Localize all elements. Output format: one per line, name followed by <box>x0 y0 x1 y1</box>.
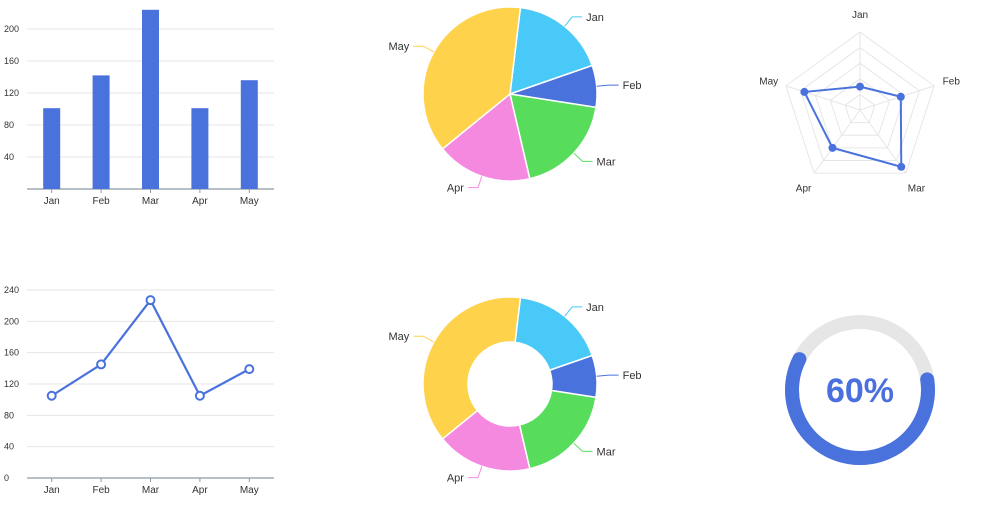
line-chart: 0 40 80 120 160 200 240 Jan Feb Mar Apr May <box>4 285 274 496</box>
y-tick-label: 240 <box>4 0 19 2</box>
slice <box>518 389 597 470</box>
leader-line <box>564 306 583 317</box>
gauge-fill <box>785 352 935 465</box>
x-tick-label: Jan <box>44 196 60 207</box>
x-tick-label: May <box>240 485 259 496</box>
y-tick-label: 160 <box>4 348 19 358</box>
radar-point <box>828 143 837 152</box>
leader-line <box>573 442 593 452</box>
bar <box>240 80 258 189</box>
x-tick-label: Feb <box>92 196 110 207</box>
x-tick-label: Mar <box>142 196 160 207</box>
bar <box>43 108 61 189</box>
data-point <box>145 295 156 306</box>
x-tick-label: May <box>240 196 259 207</box>
data-point <box>96 359 107 370</box>
y-tick-label: 160 <box>4 56 19 66</box>
slice-label: Feb <box>623 80 642 92</box>
slice-label: Mar <box>597 446 616 458</box>
y-tick-label: 80 <box>4 120 14 130</box>
radar-axis-label: Apr <box>796 184 812 195</box>
leader-line <box>596 84 619 87</box>
progress-gauge: 60% <box>785 315 935 465</box>
y-tick-label: 40 <box>4 442 14 452</box>
y-tick-label: 200 <box>4 316 19 326</box>
slice-label: Feb <box>623 370 642 382</box>
radar-point <box>800 87 809 96</box>
y-tick-label: 120 <box>4 379 19 389</box>
slice-label: Apr <box>447 183 464 195</box>
data-point <box>194 390 205 401</box>
radar-grid-ring <box>785 31 935 174</box>
slice <box>441 92 531 182</box>
slice <box>422 6 522 150</box>
radar-axis-label: May <box>759 76 778 87</box>
y-tick-label: 80 <box>4 410 14 420</box>
slice-label: Mar <box>597 156 616 168</box>
radar-axis-label: Feb <box>943 76 961 87</box>
donut-chart: Jan Feb Mar Apr May <box>389 296 642 485</box>
leader-line <box>564 16 583 27</box>
radar-axis-label: Mar <box>908 184 926 195</box>
leader-line <box>413 45 435 53</box>
gauge-value-label: 60% <box>826 372 894 410</box>
radar-axis <box>785 85 861 111</box>
bar <box>92 75 110 189</box>
radar-grid-ring <box>829 78 891 136</box>
slice-label: May <box>389 331 410 343</box>
slice <box>422 296 522 440</box>
bar <box>142 9 159 189</box>
y-tick-label: 0 <box>4 473 9 483</box>
pie-chart: Jan Feb Mar Apr May <box>389 6 642 195</box>
slice-label: May <box>389 41 410 53</box>
slice-label: Jan <box>586 12 604 24</box>
bar <box>191 108 209 189</box>
leader-line <box>467 176 483 189</box>
radar-chart: Jan Feb Mar Apr May <box>759 10 961 195</box>
radar-axis-label: Jan <box>852 10 868 21</box>
slice-label: Jan <box>586 302 604 314</box>
leader-line <box>596 374 619 377</box>
data-point <box>46 390 57 401</box>
slice-label: Apr <box>447 473 464 485</box>
radar-point <box>856 82 864 91</box>
x-tick-label: Apr <box>192 485 208 496</box>
y-tick-label: 240 <box>4 285 19 295</box>
bar-chart: 40 80 120 160 200 240 Jan Feb Mar Apr May <box>4 0 274 207</box>
radar-grid-ring <box>800 46 920 161</box>
x-tick-label: Apr <box>192 196 208 207</box>
data-point <box>244 364 255 375</box>
radar-axis <box>859 109 907 174</box>
x-tick-label: Jan <box>44 485 60 496</box>
y-tick-label: 200 <box>4 24 19 34</box>
radar-grid-ring <box>844 93 876 124</box>
series-line <box>51 298 250 398</box>
x-tick-label: Mar <box>142 485 160 496</box>
leader-line <box>413 335 435 343</box>
radar-point <box>896 92 905 101</box>
leader-line <box>467 466 483 479</box>
radar-series <box>802 85 903 169</box>
y-tick-label: 40 <box>4 152 14 162</box>
radar-point <box>897 162 906 171</box>
x-tick-label: Feb <box>92 485 110 496</box>
radar-axis <box>813 109 861 174</box>
slice <box>509 93 597 180</box>
y-tick-label: 120 <box>4 88 19 98</box>
leader-line <box>573 152 593 162</box>
